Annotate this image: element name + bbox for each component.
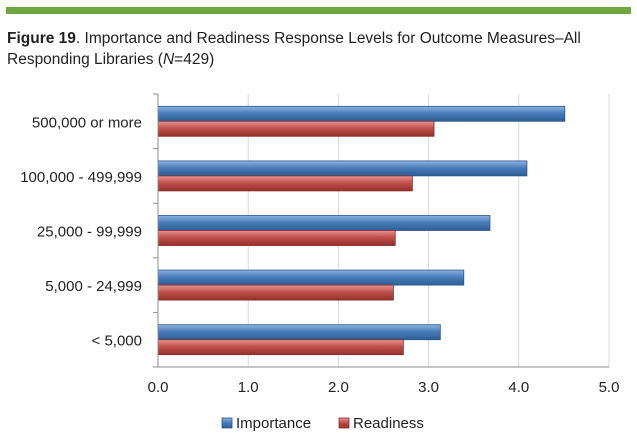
bar-readiness-4 xyxy=(157,284,394,301)
bar-importance-5 xyxy=(157,324,441,341)
x-tick-label: 4.0 xyxy=(508,379,529,396)
legend-label-readiness: Readiness xyxy=(353,415,424,432)
axes xyxy=(153,93,609,368)
x-tick-label: 0.0 xyxy=(148,379,169,396)
legend-swatch-importance xyxy=(221,417,233,429)
bar-chart: 500,000 or more 100,000 - 499,999 25,000 -… xyxy=(20,93,620,432)
x-tick-label: 2.0 xyxy=(328,379,349,396)
bar-readiness-5 xyxy=(157,339,404,356)
n-symbol: N xyxy=(162,51,175,68)
category-label: 25,000 - 99,999 xyxy=(37,224,142,241)
x-tick-label: 5.0 xyxy=(599,379,620,396)
figure-title: . Importance and Readiness Response Leve… xyxy=(7,30,581,68)
category-label: < 5,000 xyxy=(92,333,142,350)
x-tick-label: 1.0 xyxy=(238,379,259,396)
legend-swatch-readiness xyxy=(338,417,350,429)
bar-importance-2 xyxy=(157,160,528,177)
figure-caption: Figure 19. Importance and Readiness Resp… xyxy=(7,28,622,70)
category-labels: 500,000 or more 100,000 - 499,999 25,000 -… xyxy=(20,114,142,349)
legend-label-importance: Importance xyxy=(236,415,311,432)
n-value: =429) xyxy=(174,51,215,68)
category-label: 5,000 - 24,999 xyxy=(45,278,142,295)
bar-importance-1 xyxy=(157,105,566,122)
bar-importance-3 xyxy=(157,215,491,231)
bar-importance-4 xyxy=(157,269,465,286)
category-label: 100,000 - 499,999 xyxy=(20,169,142,186)
category-label: 500,000 or more xyxy=(32,114,142,131)
bars xyxy=(157,105,566,356)
x-tick-labels: 0.0 1.0 2.0 3.0 4.0 5.0 xyxy=(148,379,620,396)
bar-readiness-2 xyxy=(157,175,413,192)
top-accent-bar xyxy=(6,7,631,14)
legend: Importance Readiness xyxy=(221,415,424,432)
bar-readiness-3 xyxy=(157,230,396,246)
x-tick-label: 3.0 xyxy=(418,379,439,396)
figure-number: Figure 19 xyxy=(7,30,76,47)
bar-readiness-1 xyxy=(157,120,435,137)
